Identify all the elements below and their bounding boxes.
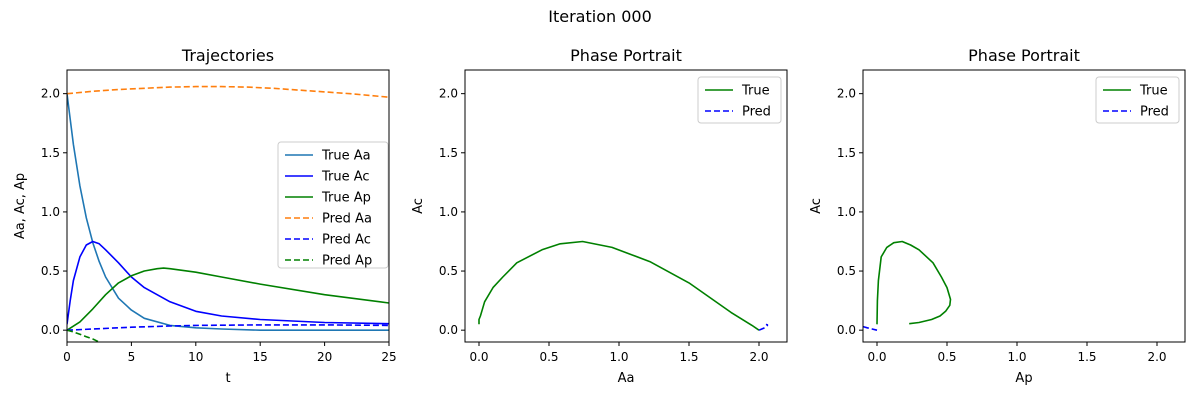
figure-title: Iteration 000 <box>548 7 652 26</box>
phase-portrait-aa-ac-axes: Phase Portrait 0.0 0.5 1.0 1.5 2.0 0.0 0.5 1.0 1.… <box>411 46 788 386</box>
axes-frame <box>862 69 1186 343</box>
series-line-pred-ap <box>67 329 100 342</box>
chart-title: Trajectories <box>181 46 274 65</box>
x-tick-label: 0.0 <box>469 350 488 364</box>
axes-frame <box>66 69 390 343</box>
y-tick-label: 0.5 <box>41 264 60 278</box>
plot-area <box>863 240 952 331</box>
x-tick-label: 0 <box>63 350 71 364</box>
y-tick-label: 1.0 <box>41 205 60 219</box>
x-axis-label: Ap <box>1015 371 1032 386</box>
legend: True Pred <box>1095 76 1180 124</box>
legend-label: Pred Ap <box>322 254 372 269</box>
plot-area <box>67 85 389 342</box>
x-tick-label: 1.5 <box>1077 350 1096 364</box>
x-tick-label: 10 <box>188 350 203 364</box>
y-tick-label: 0.5 <box>439 264 458 278</box>
y-tick-label: 1.0 <box>837 205 856 219</box>
series-line-true <box>876 240 952 325</box>
plot-area <box>478 240 769 331</box>
y-axis-label: Ac <box>411 198 426 214</box>
y-tick-label: 1.5 <box>439 146 458 160</box>
legend: True Aa True Ac True Ap Pred Aa Pred Ac Pred … <box>277 141 389 269</box>
legend-label: True Aa <box>321 149 371 164</box>
x-tick-label: 0.5 <box>937 350 956 364</box>
legend-frame <box>277 141 389 269</box>
x-tick-label: 0.5 <box>539 350 558 364</box>
series-line-pred-aa <box>67 85 389 98</box>
y-tick-label: 1.0 <box>439 205 458 219</box>
series-line-true <box>478 240 760 331</box>
x-tick-label: 15 <box>253 350 268 364</box>
x-axis-label: Aa <box>618 371 635 386</box>
y-tick-label: 0.0 <box>439 323 458 337</box>
axes-frame <box>464 69 788 343</box>
y-tick-label: 0.0 <box>837 323 856 337</box>
x-axis-label: t <box>225 371 230 386</box>
series-line-pred <box>863 325 878 331</box>
legend-label: Pred Ac <box>322 233 371 248</box>
phase-portrait-ap-ac-axes: Phase Portrait 0.0 0.5 1.0 1.5 2.0 0.0 0.5 1.0 1.… <box>809 46 1186 386</box>
legend-label: Pred Aa <box>322 212 372 227</box>
legend-label: True Ap <box>321 191 371 206</box>
x-tick-label: 1.0 <box>1007 350 1026 364</box>
legend-label: Pred <box>1140 105 1169 120</box>
trajectories-axes: Trajectories 0 5 10 15 20 25 0.0 0.5 1.0 1.5 2.0 t Aa… <box>13 46 397 386</box>
x-tick-label: 25 <box>381 350 396 364</box>
legend-label: True Ac <box>321 170 370 185</box>
x-tick-label: 2.0 <box>1147 350 1166 364</box>
x-tick-label: 0.0 <box>867 350 886 364</box>
series-line-pred <box>758 323 769 331</box>
x-tick-label: 20 <box>317 350 332 364</box>
x-tick-label: 5 <box>128 350 136 364</box>
series-line-true-aa <box>67 93 389 331</box>
x-tick-label: 2.0 <box>749 350 768 364</box>
chart-title: Phase Portrait <box>570 46 682 65</box>
legend-label: Pred <box>742 105 771 120</box>
y-tick-label: 0.0 <box>41 323 60 337</box>
y-tick-label: 2.0 <box>41 87 60 101</box>
x-tick-label: 1.0 <box>609 350 628 364</box>
series-line-true-ap <box>67 267 389 331</box>
series-line-true-ac <box>67 240 389 325</box>
y-tick-label: 2.0 <box>837 87 856 101</box>
x-tick-label: 1.5 <box>679 350 698 364</box>
y-tick-label: 1.5 <box>837 146 856 160</box>
legend: True Pred <box>697 76 782 124</box>
y-axis-label: Aa, Ac, Ap <box>13 173 28 239</box>
y-tick-label: 1.5 <box>41 146 60 160</box>
chart-title: Phase Portrait <box>968 46 1080 65</box>
legend-label: True <box>1139 84 1168 99</box>
y-tick-label: 0.5 <box>837 264 856 278</box>
y-tick-label: 2.0 <box>439 87 458 101</box>
legend-label: True <box>741 84 770 99</box>
series-line-pred-ac <box>67 324 389 331</box>
y-axis-label: Ac <box>809 198 824 214</box>
